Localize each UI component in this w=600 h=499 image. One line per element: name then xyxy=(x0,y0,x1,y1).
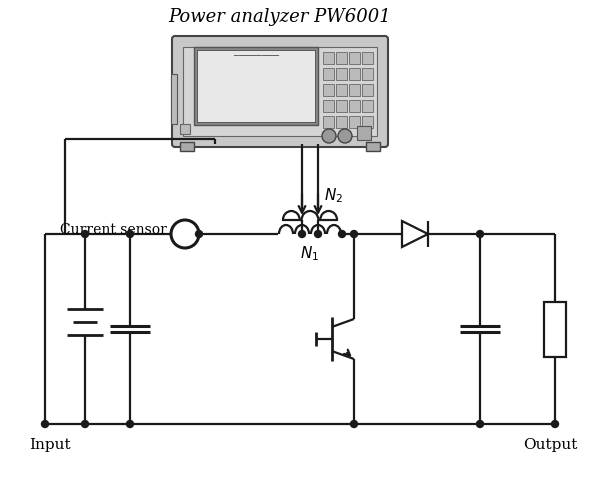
Bar xyxy=(336,116,347,128)
Bar xyxy=(171,74,177,124)
Bar xyxy=(183,47,377,136)
Bar xyxy=(349,100,360,112)
Circle shape xyxy=(314,231,322,238)
Circle shape xyxy=(476,231,484,238)
Bar xyxy=(349,116,360,128)
Bar xyxy=(349,52,360,64)
Circle shape xyxy=(41,421,49,428)
Bar xyxy=(349,68,360,80)
Circle shape xyxy=(82,231,89,238)
Circle shape xyxy=(551,421,559,428)
Circle shape xyxy=(127,421,133,428)
Circle shape xyxy=(127,231,133,238)
Bar xyxy=(362,116,373,128)
Polygon shape xyxy=(402,221,428,247)
Text: Power analyzer PW6001: Power analyzer PW6001 xyxy=(169,8,391,26)
Bar xyxy=(323,100,334,112)
Circle shape xyxy=(476,421,484,428)
FancyBboxPatch shape xyxy=(172,36,388,147)
Bar xyxy=(197,50,315,122)
Bar xyxy=(336,68,347,80)
Bar xyxy=(366,142,380,151)
Circle shape xyxy=(350,421,358,428)
Bar xyxy=(336,84,347,96)
Bar xyxy=(349,84,360,96)
Bar xyxy=(323,84,334,96)
Circle shape xyxy=(82,421,89,428)
Circle shape xyxy=(299,231,305,238)
Bar xyxy=(194,47,318,125)
Bar xyxy=(180,124,190,134)
Text: Current sensor: Current sensor xyxy=(60,223,167,237)
Circle shape xyxy=(350,231,358,238)
Text: ━━━━━━━━━━━━━━━━: ━━━━━━━━━━━━━━━━ xyxy=(233,52,279,57)
Text: Load: Load xyxy=(548,313,562,345)
Bar xyxy=(323,68,334,80)
Bar xyxy=(362,84,373,96)
Text: Output: Output xyxy=(523,438,577,452)
Bar xyxy=(362,100,373,112)
Circle shape xyxy=(322,129,336,143)
Bar xyxy=(336,52,347,64)
Circle shape xyxy=(338,129,352,143)
Bar xyxy=(323,52,334,64)
Bar xyxy=(336,100,347,112)
Bar xyxy=(544,301,566,356)
Bar xyxy=(357,126,371,140)
Text: $N_1$: $N_1$ xyxy=(300,245,319,263)
Bar xyxy=(362,68,373,80)
Circle shape xyxy=(338,231,346,238)
Circle shape xyxy=(196,231,203,238)
Bar xyxy=(362,52,373,64)
Bar xyxy=(323,116,334,128)
Text: $N_2$: $N_2$ xyxy=(324,187,343,206)
Text: Input: Input xyxy=(29,438,71,452)
Circle shape xyxy=(171,220,199,248)
Bar xyxy=(180,142,194,151)
